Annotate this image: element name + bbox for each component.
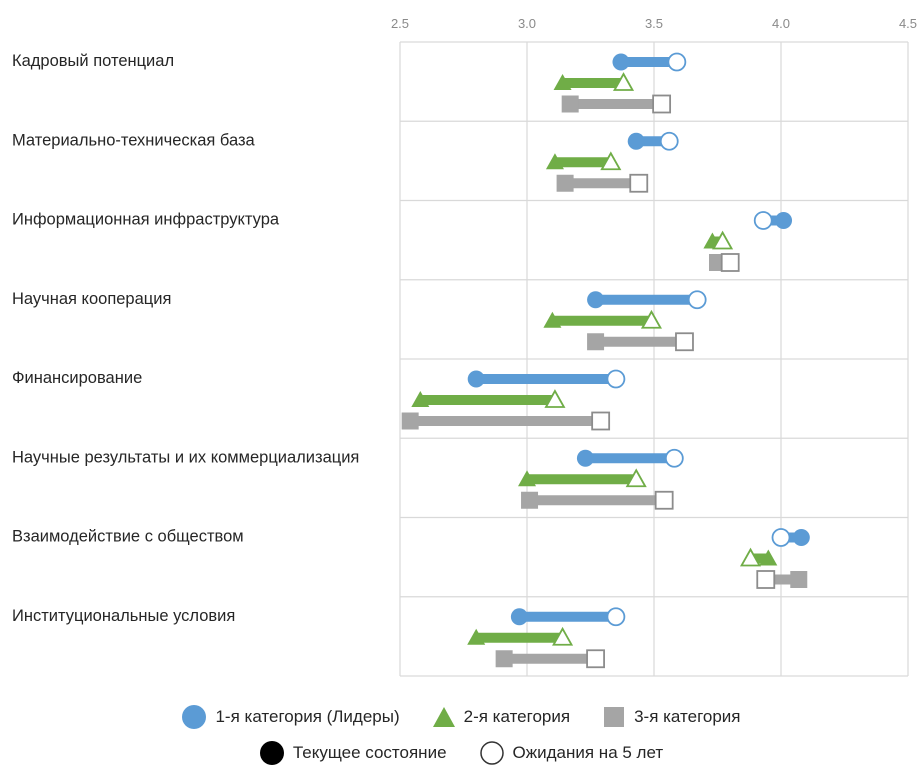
expected-marker-circle — [606, 607, 626, 627]
category-label: Институциональные условия — [12, 607, 235, 625]
category-label: Материально-техническая база — [12, 131, 256, 149]
expected-marker-circle — [687, 290, 707, 310]
expected-marker-triangle — [640, 309, 662, 329]
current-marker-circle — [467, 370, 485, 388]
expected-marker-circle — [771, 528, 791, 547]
legend-item-cat3: 3-я категория — [602, 705, 741, 729]
expected-marker-circle — [664, 448, 684, 468]
legend-label-cat3: 3-я категория — [634, 707, 741, 726]
expected-marker-triangle — [712, 230, 734, 250]
current-marker-triangle — [543, 311, 562, 328]
expected-marker-circle — [606, 369, 626, 389]
dumbbell-chart: 2.5 3.0 3.5 4.0 4.5 Кадровый потенциал Матери… — [12, 16, 917, 677]
x-tick-label: 3.5 — [645, 16, 663, 31]
current-marker-square — [521, 491, 539, 509]
legend-item-current: Текущее состояние — [259, 740, 447, 766]
category-label: Кадровый потенциал — [12, 52, 174, 70]
legend-label-current: Текущее состояние — [292, 743, 447, 762]
current-marker-triangle — [518, 470, 536, 487]
expected-marker-triangle — [552, 626, 574, 646]
legend-states: Текущее состояние Ожидания на 5 лет — [0, 740, 922, 766]
current-marker-circle — [612, 53, 630, 71]
expected-marker-square — [756, 570, 776, 589]
current-marker-circle — [775, 212, 793, 229]
legend-filled-circle-marker — [259, 741, 284, 765]
current-marker-square — [587, 333, 605, 351]
data-marks — [401, 52, 810, 669]
x-tick-label: 4.5 — [899, 16, 917, 31]
grid-lines — [399, 41, 909, 677]
expected-marker-circle — [667, 52, 687, 72]
x-tick-label: 2.5 — [391, 16, 409, 31]
legend-square-marker — [604, 707, 625, 727]
expected-marker-square — [654, 490, 674, 510]
current-marker-square — [495, 650, 513, 668]
current-marker-triangle — [553, 74, 572, 90]
current-marker-square — [401, 412, 419, 430]
expected-marker-square — [586, 649, 605, 669]
expected-marker-circle — [659, 131, 679, 151]
expected-marker-triangle — [625, 468, 647, 488]
category-label: Информационная инфраструктура — [12, 211, 280, 229]
current-marker-triangle — [467, 628, 486, 645]
current-marker-triangle — [759, 549, 778, 566]
legend-categories: 1-я категория (Лидеры) 2-я категория 3-я… — [0, 704, 922, 730]
legend-hollow-circle-marker — [479, 741, 504, 765]
legend-item-expected: Ожидания на 5 лет — [479, 740, 664, 766]
x-tick-label: 4.0 — [772, 16, 790, 31]
legend-item-cat2: 2-я категория — [432, 705, 570, 729]
expected-marker-triangle — [544, 389, 566, 408]
category-label: Финансирование — [12, 369, 142, 387]
current-marker-circle — [792, 529, 810, 546]
category-label: Научные результаты и их коммерциализация — [12, 448, 359, 466]
current-marker-square — [790, 571, 808, 588]
current-marker-circle — [576, 449, 594, 467]
expected-marker-triangle — [600, 151, 622, 171]
expected-marker-square — [675, 332, 694, 352]
expected-marker-square — [652, 94, 672, 114]
expected-marker-triangle — [739, 547, 762, 567]
x-tick-labels: 2.5 3.0 3.5 4.0 4.5 — [391, 16, 917, 31]
legend-circle-marker — [182, 705, 207, 729]
current-marker-square — [556, 174, 574, 192]
expected-marker-square — [629, 173, 649, 193]
expected-marker-square — [591, 411, 611, 431]
category-label: Взаимодействие с обществом — [12, 528, 244, 546]
current-marker-circle — [587, 291, 605, 309]
expected-marker-circle — [753, 211, 773, 230]
expected-marker-triangle — [612, 72, 635, 91]
current-marker-square — [561, 95, 579, 113]
category-labels: Кадровый потенциал Материально-техническа… — [12, 52, 359, 625]
current-marker-circle — [510, 608, 528, 626]
current-marker-triangle — [411, 391, 430, 407]
legend-label-expected: Ожидания на 5 лет — [512, 743, 664, 762]
expected-marker-square — [720, 253, 740, 272]
legend-label-cat1: 1-я категория (Лидеры) — [215, 707, 400, 726]
current-marker-circle — [627, 132, 645, 150]
current-marker-triangle — [545, 153, 564, 170]
legend-triangle-marker — [432, 707, 455, 727]
x-tick-label: 3.0 — [518, 16, 536, 31]
category-label: Научная кооперация — [12, 290, 171, 308]
legend-item-cat1: 1-я категория (Лидеры) — [181, 704, 400, 730]
legend-label-cat2: 2-я категория — [463, 707, 571, 726]
